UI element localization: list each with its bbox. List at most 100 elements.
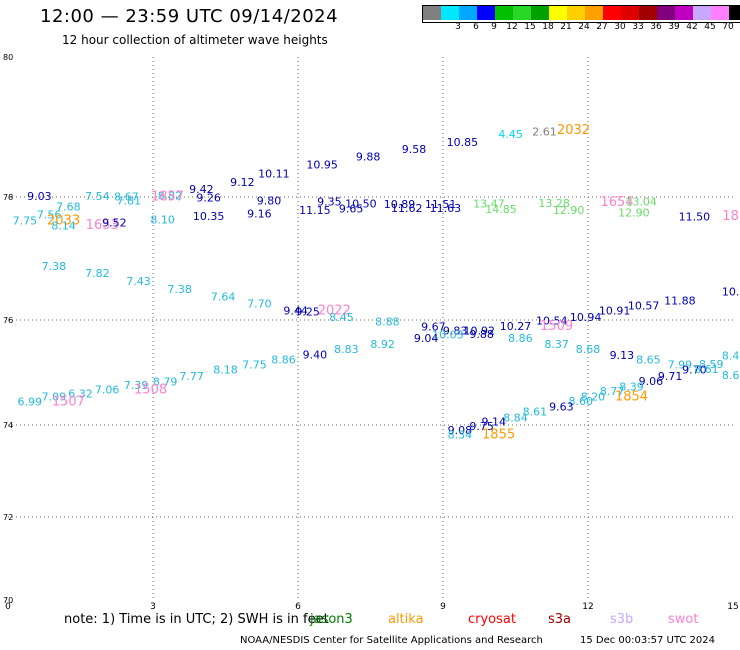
wave-height-label: 9.25 (295, 306, 320, 319)
wave-height-label: 7.09 (42, 390, 67, 403)
wave-height-label: 8.20 (581, 390, 606, 403)
wave-height-label: 7.75 (242, 358, 267, 371)
wave-height-label: 7.70 (247, 298, 272, 311)
wave-height-label: 7.75 (13, 215, 38, 228)
wave-height-label: 14.85 (485, 203, 517, 216)
wave-height-label: 9.83 (443, 325, 468, 338)
y-tick-label: 80 (3, 53, 13, 62)
wave-height-label: 8.6 (722, 369, 740, 382)
wave-height-label: 9.26 (196, 191, 221, 204)
wave-height-label: 9.88 (356, 151, 381, 164)
wave-height-label: 9.67 (421, 321, 446, 334)
satellite-s3a: s3a (548, 612, 572, 627)
pass-time-label: 1507 (52, 395, 85, 410)
wave-height-label: 8.92 (370, 338, 395, 351)
wave-height-label: 8.39 (619, 380, 644, 393)
wave-height-label: 8.4 (722, 349, 740, 362)
wave-height-label: 10.27 (500, 320, 532, 333)
pass-time-label: 1855 (482, 427, 515, 442)
pass-time-label: 18 (722, 209, 739, 224)
legend-swatch (711, 6, 729, 20)
legend-swatch (585, 6, 603, 20)
legend-swatch (657, 6, 675, 20)
wave-height-label: 7.54 (85, 190, 110, 203)
legend-swatch (549, 6, 567, 20)
wave-height-label: 9.40 (303, 348, 328, 361)
color-legend (422, 5, 740, 23)
wave-height-label: 9.63 (549, 400, 574, 413)
wave-height-label: 8.37 (544, 338, 569, 351)
wave-height-label: 10.91 (599, 304, 631, 317)
wave-height-label: 10.54 (536, 315, 568, 328)
legend-tick-label: 30 (614, 22, 626, 32)
wave-height-label: 10.11 (258, 167, 290, 180)
wave-height-label: 8.60 (569, 395, 594, 408)
wave-height-label: 7.82 (85, 267, 110, 280)
legend-swatch (639, 6, 657, 20)
x-tick-label: 15 (727, 602, 738, 612)
y-tick-label: 72 (3, 513, 13, 522)
pass-time-label: 1854 (615, 389, 648, 404)
wave-height-label: 7.81 (117, 194, 142, 207)
legend-tick-label: 27 (596, 22, 608, 32)
wave-height-label: 2.61 (532, 125, 557, 138)
legend-tick-label: 6 (473, 22, 479, 32)
wave-height-label: 9.52 (102, 217, 127, 230)
wave-height-label: 9.06 (639, 375, 664, 388)
legend-swatch (459, 6, 477, 20)
legend-swatch (621, 6, 639, 20)
legend-swatch (495, 6, 513, 20)
wave-height-label: 8.10 (150, 213, 175, 226)
wave-height-label: 11.15 (299, 204, 331, 217)
wave-height-label: 9.71 (658, 370, 683, 383)
legend-tick-label: 45 (704, 22, 716, 32)
wave-height-label: 8.83 (334, 343, 359, 356)
x-tick-label: 6 (295, 602, 301, 612)
wave-height-label: 8.67 (114, 191, 139, 204)
wave-height-label: 8.79 (153, 376, 178, 389)
wave-height-label: 10. (722, 285, 740, 298)
pass-time-label: 2032 (557, 123, 590, 138)
wave-height-label: 12.90 (618, 207, 650, 220)
wave-height-label: 7.43 (126, 275, 151, 288)
legend-tick-label: 9 (491, 22, 497, 32)
legend-swatch (423, 6, 441, 20)
footnote-text: note: 1) Time is in UTC; 2) SWH is in fe… (64, 612, 329, 627)
wave-height-label: 10.03 (432, 328, 464, 341)
wave-height-label: 13.47 (473, 197, 505, 210)
y-tick-label: 76 (3, 316, 13, 325)
wave-height-label: 9.58 (402, 143, 427, 156)
wave-height-label: 11.62 (391, 202, 423, 215)
satellite-altika: altika (388, 612, 424, 627)
legend-swatch (513, 6, 531, 20)
satellite-cryosat: cryosat (468, 612, 516, 627)
wave-height-label: 9.75 (469, 420, 494, 433)
wave-height-label: 10.94 (570, 311, 602, 324)
legend-tick-label: 39 (668, 22, 680, 32)
legend-tick-label: 12 (506, 22, 518, 32)
wave-height-label: 10.89 (384, 198, 416, 211)
wave-height-label: 8.82 (158, 189, 183, 202)
pass-time-label: 1654 (600, 195, 633, 210)
satellite-s3b: s3b (610, 612, 634, 627)
wave-height-label: 11.50 (679, 210, 711, 223)
wave-height-label: 9.42 (189, 183, 214, 196)
wave-height-label: 9.80 (257, 194, 282, 207)
x-tick-label: 3 (150, 602, 156, 612)
wave-height-label: 9.88 (469, 328, 494, 341)
wave-height-label: 9.08 (448, 424, 473, 437)
wave-height-label: 8.45 (329, 311, 354, 324)
wave-height-label: 7.99 (668, 358, 693, 371)
wave-height-label: 8.86 (508, 332, 533, 345)
legend-tick-label: 42 (686, 22, 698, 32)
wave-height-label: 9.70 (682, 364, 707, 377)
wave-height-label: 8.34 (448, 428, 473, 441)
wave-height-label: 13.28 (538, 197, 570, 210)
credit-timestamp: 15 Dec 00:03:57 UTC 2024 (580, 635, 715, 646)
wave-height-label: 7.39 (124, 379, 149, 392)
legend-swatch (477, 6, 495, 20)
credit-text: NOAA/NESDIS Center for Satellite Applica… (240, 635, 543, 646)
legend-tick-label: 36 (650, 22, 662, 32)
y-tick-label: 70 (3, 596, 13, 605)
